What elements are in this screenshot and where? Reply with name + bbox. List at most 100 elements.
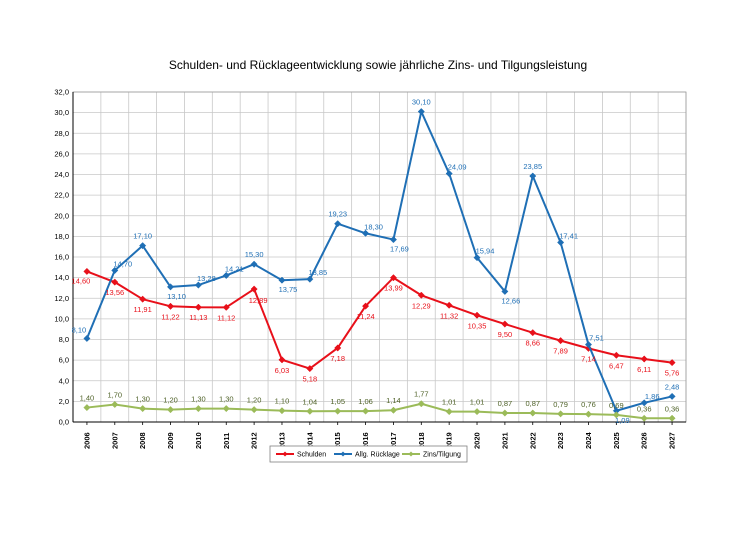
x-tick-label: 2009 [166, 432, 175, 449]
data-label: 11,32 [440, 311, 458, 320]
x-tick-label: 2016 [361, 432, 370, 449]
legend-marker [282, 451, 288, 457]
data-point-marker [222, 405, 230, 413]
data-point-marker [668, 392, 676, 400]
legend-marker [340, 451, 346, 457]
data-label: 30,10 [412, 98, 431, 107]
data-point-marker [306, 407, 314, 415]
data-point-marker [668, 414, 676, 422]
data-label: 1,04 [303, 397, 318, 406]
data-label: 11,12 [217, 313, 235, 322]
y-tick-label: 12,0 [54, 294, 69, 303]
data-label: 11,24 [356, 312, 374, 321]
data-point-marker [362, 229, 370, 237]
data-point-marker [473, 408, 481, 416]
y-tick-label: 24,0 [54, 170, 69, 179]
data-point-marker [166, 406, 175, 414]
series-line-ruecklage [86, 110, 673, 412]
x-tick-label: 2023 [556, 432, 565, 449]
x-tick-label: 2027 [668, 432, 677, 449]
y-tick-label: 30,0 [54, 108, 69, 117]
data-point-marker [584, 410, 593, 418]
data-label: 1,86 [645, 392, 660, 401]
data-label: 1,20 [247, 396, 262, 405]
data-label: 13,10 [167, 292, 186, 301]
data-point-marker [250, 285, 258, 293]
data-label: 18,30 [364, 222, 383, 231]
x-tick-label: 2019 [445, 432, 454, 449]
data-labels: 14,60 13,56 11,91 11,22 11,13 11,12 12,89 6,03 5… [72, 98, 680, 425]
data-point-marker [362, 407, 370, 415]
data-label: 11,13 [189, 313, 207, 322]
y-tick-label: 4,0 [59, 376, 69, 385]
data-label: 15,30 [245, 250, 264, 259]
data-label: 1,14 [386, 396, 401, 405]
data-point-marker [529, 329, 537, 337]
data-point-marker [584, 340, 593, 349]
y-tick-label: 28,0 [54, 129, 69, 138]
data-label: 1,06 [358, 397, 373, 406]
x-tick-label: 2012 [250, 432, 259, 449]
data-label: 24,09 [448, 163, 467, 172]
data-label: 1,09 [615, 416, 630, 425]
data-label: 7,89 [553, 347, 568, 356]
y-tick-label: 2,0 [59, 397, 69, 406]
data-label: 6,03 [275, 366, 290, 375]
data-point-marker [139, 405, 147, 413]
y-tick-label: 14,0 [54, 273, 69, 282]
data-point-marker [640, 355, 648, 363]
data-label: 8,10 [72, 325, 87, 334]
data-point-marker [640, 399, 648, 407]
data-point-marker [501, 287, 509, 295]
data-point-marker [557, 410, 565, 418]
data-label: 11,22 [161, 312, 179, 321]
data-label: 12,66 [501, 296, 520, 305]
x-tick-label: 2010 [194, 432, 203, 449]
data-point-marker [389, 274, 397, 282]
data-point-marker [111, 266, 119, 274]
data-label: 0,87 [498, 399, 513, 408]
data-point-marker [250, 406, 258, 414]
data-point-marker [222, 303, 230, 311]
data-label: 1,30 [135, 395, 150, 404]
data-label: 14,60 [72, 276, 91, 285]
x-tick-label: 2018 [417, 432, 426, 449]
data-point-marker [334, 344, 342, 352]
x-tick-label: 2022 [528, 432, 537, 449]
data-point-marker [445, 408, 453, 416]
x-tick-label: 2008 [138, 432, 147, 449]
data-point-marker [417, 400, 425, 408]
y-tick-label: 20,0 [54, 211, 69, 220]
x-tick-label: 2007 [110, 432, 119, 449]
data-point-marker [250, 260, 258, 268]
data-label: 0,36 [637, 404, 652, 413]
data-label: 17,41 [559, 231, 578, 240]
data-label: 10,35 [468, 321, 487, 330]
data-label: 23,85 [523, 162, 542, 171]
data-label: 15,94 [476, 247, 495, 256]
data-point-marker [501, 320, 509, 328]
data-point-marker [139, 242, 147, 250]
data-point-marker [83, 334, 91, 343]
chart-title: Schulden- und Rücklageentwicklung sowie … [169, 58, 587, 72]
data-point-marker [83, 404, 91, 412]
series-line-schulden [86, 270, 673, 370]
y-tick-label: 10,0 [54, 314, 69, 323]
data-label: 1,40 [80, 394, 95, 403]
data-point-marker [473, 254, 481, 262]
y-tick-label: 22,0 [54, 191, 69, 200]
data-label: 13,75 [279, 285, 298, 294]
x-tick-label: 2021 [500, 432, 509, 449]
data-label: 0,69 [609, 401, 624, 410]
data-label: 5,18 [303, 375, 318, 384]
x-tick-label: 2013 [277, 432, 286, 449]
data-label: 17,10 [133, 232, 152, 241]
data-point-marker [139, 295, 147, 303]
data-label: 1,10 [275, 397, 290, 406]
data-point-marker [362, 302, 370, 310]
data-label: 11,91 [134, 305, 152, 314]
data-point-marker [612, 411, 620, 419]
data-label: 1,30 [219, 395, 234, 404]
data-point-marker [529, 409, 537, 417]
x-tick-label: 2006 [82, 432, 91, 449]
